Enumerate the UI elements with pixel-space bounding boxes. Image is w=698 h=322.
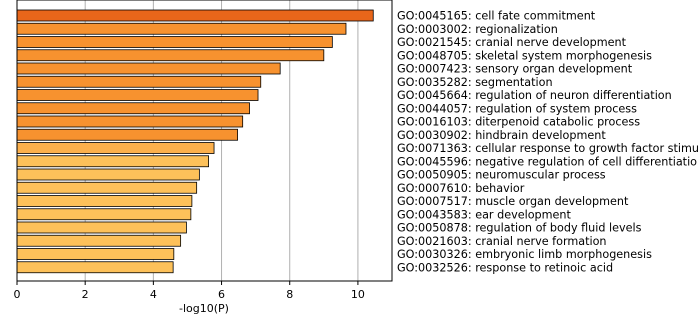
bar (16, 75, 262, 88)
plot-frame (16, 0, 393, 282)
bar (16, 208, 192, 221)
bar (16, 9, 374, 22)
category-label: GO:0021545: cranial nerve development (397, 36, 627, 49)
bar (16, 155, 209, 168)
category-label: GO:0045664: regulation of neuron differe… (397, 89, 672, 102)
category-label: GO:0045596: negative regulation of cell … (397, 155, 698, 168)
bar (16, 248, 175, 260)
bar (16, 168, 200, 181)
bars (16, 9, 374, 274)
bar (16, 102, 250, 115)
bar (16, 36, 333, 48)
bar (16, 115, 244, 128)
category-label: GO:0030326: embryonic limb morphogenesis (397, 248, 652, 261)
x-tick-label: 8 (286, 288, 293, 301)
bar (16, 195, 193, 207)
category-label: GO:0050905: neuromuscular process (397, 169, 606, 182)
bar (16, 142, 215, 154)
bar (16, 128, 238, 141)
x-tick-label: 0 (14, 288, 21, 301)
category-label: GO:0016103: diterpenoid catabolic proces… (397, 116, 640, 129)
category-label: GO:0044057: regulation of system process (397, 102, 637, 115)
category-label: GO:0003002: regionalization (397, 23, 558, 36)
category-label: GO:0043583: ear development (397, 208, 572, 221)
bar (16, 49, 325, 62)
bar (16, 221, 187, 234)
category-label: GO:0048705: skeletal system morphogenesi… (397, 49, 652, 62)
category-labels: GO:0045165: cell fate commitmentGO:00030… (397, 10, 698, 275)
category-label: GO:0007423: sensory organ development (397, 63, 633, 76)
x-tick-label: 4 (150, 288, 157, 301)
x-tick-label: 10 (351, 288, 365, 301)
category-label: GO:0032526: response to retinoic acid (397, 261, 613, 274)
bar (16, 181, 198, 194)
x-tick-label: 6 (218, 288, 225, 301)
category-label: GO:0050878: regulation of body fluid lev… (397, 222, 642, 235)
category-label: GO:0045165: cell fate commitment (397, 10, 596, 23)
category-label: GO:0007517: muscle organ development (397, 195, 629, 208)
bar (16, 234, 182, 247)
bar (16, 89, 259, 101)
category-label: GO:0035282: segmentation (397, 76, 553, 89)
category-label: GO:0071363: cellular response to growth … (397, 142, 698, 155)
category-label: GO:0021603: cranial nerve formation (397, 235, 607, 248)
category-label: GO:0007610: behavior (397, 182, 525, 195)
bar (16, 22, 347, 35)
x-tick-label: 2 (82, 288, 89, 301)
category-label: GO:0030902: hindbrain development (397, 129, 606, 142)
x-axis-ticks: 0 2 4 6 8 10 (14, 281, 365, 301)
x-axis-label: -log10(P) (179, 302, 229, 315)
bar (16, 62, 281, 75)
bar (16, 261, 174, 274)
